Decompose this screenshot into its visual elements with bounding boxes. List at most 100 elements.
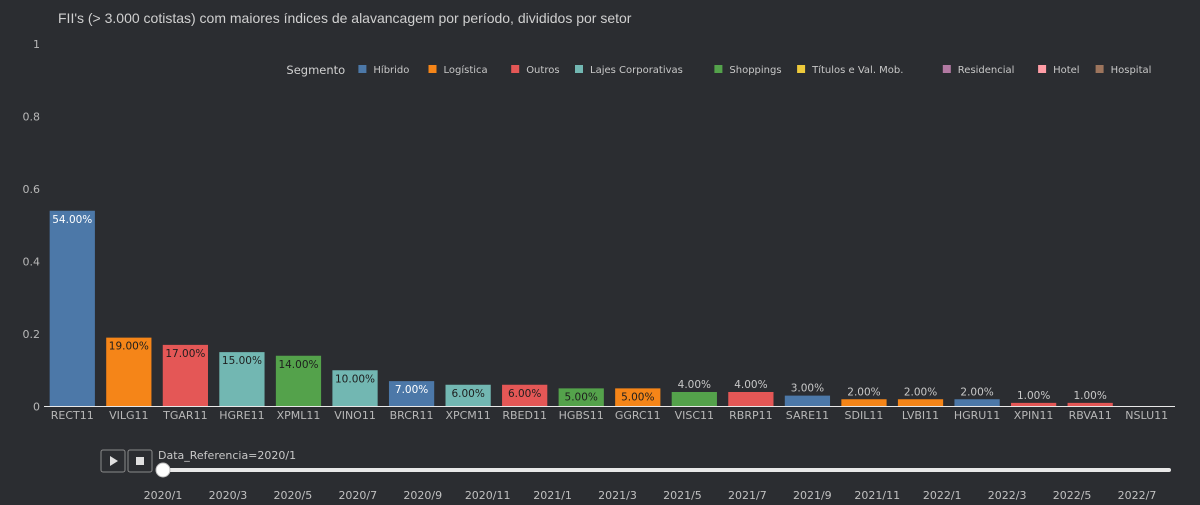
x-tick-label: VINO11 [334, 409, 376, 422]
x-tick-label: VISC11 [675, 409, 714, 422]
x-tick-label: XPML11 [277, 409, 321, 422]
slider-step-label[interactable]: 2022/7 [1118, 489, 1157, 502]
bar-data-label: 17.00% [165, 348, 205, 360]
x-tick-label: TGAR11 [162, 409, 207, 422]
bar-data-label: 7.00% [395, 384, 428, 396]
legend-swatch[interactable] [575, 65, 583, 73]
x-tick-label: HGBS11 [559, 409, 604, 422]
bar-data-label: 54.00% [52, 214, 92, 226]
legend-entry[interactable]: Outros [526, 65, 559, 76]
x-tick-label: XPCM11 [445, 409, 490, 422]
bar-vilg11[interactable] [106, 337, 152, 407]
bar-data-label: 2.00% [904, 386, 937, 398]
x-tick-label: SDIL11 [845, 409, 884, 422]
bar-tgar11[interactable] [162, 344, 208, 407]
x-tick-label: BRCR11 [390, 409, 434, 422]
bar-hgru11[interactable] [954, 399, 1000, 407]
bar-data-label: 4.00% [734, 379, 767, 391]
bar-visc11[interactable] [671, 392, 717, 407]
legend: Segmento Híbrido Logística Outros Lajes Cor… [286, 63, 1151, 77]
bar-sdil11[interactable] [841, 399, 887, 407]
x-tick-label: LVBI11 [902, 409, 939, 422]
bar-xpin11[interactable] [1011, 402, 1057, 407]
x-tick-label: HGRE11 [219, 409, 264, 422]
bar-hgre11[interactable] [219, 352, 265, 407]
slider-step-label[interactable]: 2021/11 [854, 489, 900, 502]
bar-data-label: 14.00% [278, 359, 318, 371]
legend-entry[interactable]: Shoppings [729, 65, 781, 76]
legend-swatch[interactable] [1095, 65, 1104, 73]
legend-entry[interactable]: Hospital [1111, 65, 1152, 76]
slider-step-label[interactable]: 2021/3 [598, 489, 637, 502]
bar-rbed11[interactable] [502, 384, 548, 407]
x-tick-label: SARE11 [786, 409, 829, 422]
legend-swatch[interactable] [511, 65, 520, 73]
legend-swatch[interactable] [714, 65, 723, 73]
bar-data-label: 6.00% [508, 388, 541, 400]
bar-vino11[interactable] [332, 370, 378, 407]
slider-step-label[interactable]: 2022/5 [1053, 489, 1092, 502]
legend-swatch[interactable] [942, 65, 951, 73]
play-button[interactable] [100, 449, 126, 473]
slider-steps: 2020/1 2020/3 2020/5 2020/7 2020/9 2020/11 202… [144, 489, 1157, 502]
legend-swatch[interactable] [797, 65, 806, 73]
bar-lvbi11[interactable] [897, 399, 944, 407]
x-axis: RECT11 VILG11 TGAR11 HGRE11 XPML11 VINO11 BRCR… [51, 409, 1168, 422]
slider-step-label[interactable]: 2021/1 [533, 489, 572, 502]
bar-sare11[interactable] [784, 395, 831, 407]
legend-entry[interactable]: Lajes Corporativas [590, 65, 683, 76]
y-axis: 0 0.2 0.4 0.6 0.8 1 [23, 38, 41, 414]
y-tick-label: 0.2 [23, 328, 41, 341]
bars-layer: 54.00% 19.00% 17.00% 15.00% 14.00% 10.00% 7.00… [49, 210, 1113, 407]
legend-swatch[interactable] [358, 65, 367, 73]
legend-entry[interactable]: Títulos e Val. Mob. [811, 64, 903, 76]
slider-step-label[interactable]: 2022/1 [923, 489, 962, 502]
x-tick-label: HGRU11 [954, 409, 1001, 422]
legend-swatch[interactable] [428, 65, 437, 73]
bar-hgbs11[interactable] [558, 388, 604, 407]
bar-data-label: 2.00% [847, 386, 880, 398]
slider-step-label[interactable]: 2020/1 [144, 489, 183, 502]
bar-data-label: 6.00% [451, 388, 484, 400]
slider-step-label[interactable]: 2020/11 [465, 489, 511, 502]
bar-rbva11[interactable] [1067, 402, 1113, 407]
y-tick-label: 1 [33, 38, 40, 51]
slider-step-label[interactable]: 2022/3 [988, 489, 1027, 502]
x-tick-label: NSLU11 [1125, 409, 1168, 422]
bar-data-label: 5.00% [621, 391, 654, 403]
stop-icon [136, 457, 144, 465]
slider-step-label[interactable]: 2021/9 [793, 489, 832, 502]
legend-entry[interactable]: Residencial [958, 65, 1015, 76]
bar-data-label: 5.00% [565, 391, 598, 403]
legend-title: Segmento [286, 63, 345, 77]
x-tick-label: RBED11 [502, 409, 547, 422]
bar-xpml11[interactable] [275, 355, 322, 407]
legend-entry[interactable]: Hotel [1053, 65, 1080, 76]
slider-step-label[interactable]: 2021/7 [728, 489, 767, 502]
bar-xpcm11[interactable] [445, 384, 491, 407]
slider-step-label[interactable]: 2020/9 [403, 489, 442, 502]
chart-title: FII's (> 3.000 cotistas) com maiores índ… [58, 10, 632, 26]
x-tick-label: RECT11 [51, 409, 94, 422]
y-tick-label: 0 [33, 401, 40, 414]
bar-data-label: 15.00% [222, 355, 262, 367]
bar-data-label: 19.00% [109, 341, 149, 353]
slider-step-label[interactable]: 2021/5 [663, 489, 702, 502]
slider-step-label[interactable]: 2020/7 [338, 489, 377, 502]
bar-rect11[interactable] [49, 210, 95, 407]
bar-rbrp11[interactable] [728, 392, 774, 407]
x-tick-label: RBRP11 [729, 409, 772, 422]
legend-entry[interactable]: Híbrido [373, 64, 409, 76]
bar-ggrc11[interactable] [615, 388, 661, 407]
legend-entry[interactable]: Logística [444, 64, 488, 76]
bar-data-label: 2.00% [960, 386, 993, 398]
stop-button[interactable] [127, 449, 153, 473]
x-tick-label: XPIN11 [1014, 409, 1054, 422]
slider-step-label[interactable]: 2020/5 [274, 489, 313, 502]
slider-step-label[interactable]: 2020/3 [209, 489, 248, 502]
slider-handle[interactable] [155, 462, 171, 478]
bar-brcr11[interactable] [388, 381, 435, 407]
legend-swatch[interactable] [1038, 65, 1047, 73]
